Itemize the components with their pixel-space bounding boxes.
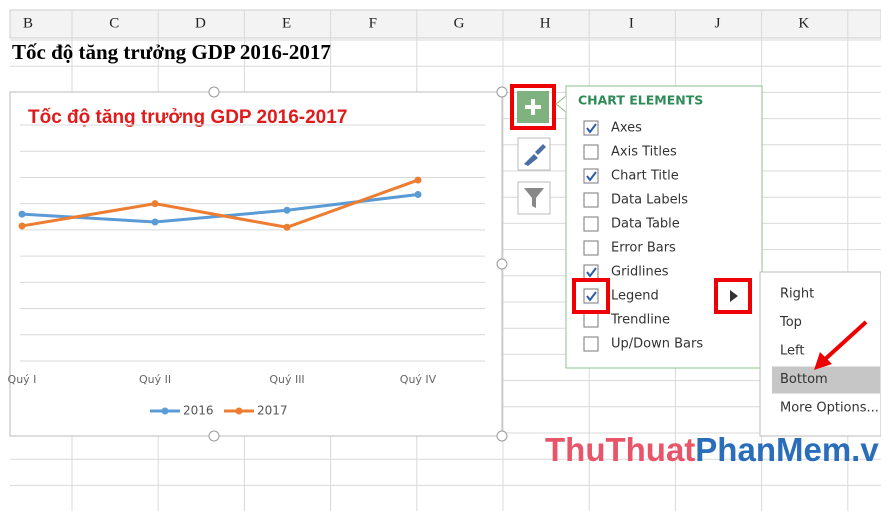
element-label[interactable]: Gridlines: [611, 265, 669, 280]
column-header[interactable]: K: [798, 15, 809, 31]
series-marker: [283, 206, 291, 214]
checkbox[interactable]: [583, 168, 599, 184]
series-marker: [18, 222, 26, 230]
plot-area: Quý I Quý II Quý III Quý IV 2016 2017: [8, 124, 485, 418]
highlight-box: [510, 84, 556, 130]
submenu-items: Right Top Left Bottom More Options...: [772, 287, 880, 416]
panel-pointer: [555, 95, 567, 113]
brush-icon: [524, 144, 546, 166]
highlight-box: [572, 278, 610, 314]
submenu-item[interactable]: Bottom: [780, 372, 828, 387]
series-marker: [414, 190, 422, 198]
column-header[interactable]: H: [540, 15, 551, 31]
highlight-box: [714, 278, 752, 314]
plus-icon: [525, 99, 541, 115]
column-header[interactable]: D: [195, 15, 206, 31]
chart-title: Tốc độ tăng trưởng GDP 2016-2017: [28, 107, 347, 128]
legend-swatch-marker: [161, 407, 169, 415]
submenu-item[interactable]: More Options...: [780, 401, 879, 416]
legend-label: 2017: [257, 404, 288, 418]
panel-title: CHART ELEMENTS: [578, 93, 703, 108]
checkmark: [586, 123, 597, 134]
column-header-bar: [9, 9, 881, 39]
legend-swatch-marker: [235, 407, 243, 415]
watermark-part: PhanMem: [695, 431, 851, 468]
checkbox[interactable]: [583, 120, 599, 136]
element-label[interactable]: Axes: [611, 121, 642, 136]
filter-icon: [524, 188, 544, 208]
element-label[interactable]: Axis Titles: [611, 145, 677, 160]
checkmark: [586, 291, 597, 302]
legend-label: 2016: [183, 404, 214, 418]
checkbox[interactable]: [583, 312, 599, 328]
series-marker: [414, 176, 422, 184]
resize-handles: [208, 86, 508, 442]
element-label[interactable]: Trendline: [610, 313, 670, 328]
checkmark: [586, 171, 597, 182]
series-line: [21, 178, 419, 229]
series-marker: [151, 218, 159, 226]
x-tick-label: Quý I: [8, 373, 37, 386]
column-header[interactable]: J: [715, 15, 721, 31]
submenu-item[interactable]: Right: [780, 287, 814, 302]
chart-elements-panel: [565, 85, 763, 369]
checkbox[interactable]: [583, 216, 599, 232]
element-label[interactable]: Error Bars: [611, 241, 676, 256]
column-header[interactable]: G: [454, 15, 465, 31]
checkmark: [586, 267, 597, 278]
column-header[interactable]: E: [282, 15, 291, 31]
series-marker: [18, 210, 26, 218]
checkbox[interactable]: [583, 144, 599, 160]
series-marker: [283, 223, 291, 231]
red-arrow: [820, 320, 868, 364]
submenu-item[interactable]: Left: [780, 344, 804, 359]
column-header[interactable]: I: [629, 15, 634, 31]
checkbox[interactable]: [583, 192, 599, 208]
series-marker: [151, 200, 159, 208]
x-tick-label: Quý IV: [400, 373, 437, 386]
watermark-part: .vn: [851, 431, 881, 468]
submenu-item[interactable]: Top: [779, 315, 802, 330]
checkbox[interactable]: [583, 288, 599, 304]
red-arrow-head: [814, 352, 832, 370]
element-label[interactable]: Data Labels: [611, 193, 688, 208]
checkbox[interactable]: [583, 264, 599, 280]
element-label[interactable]: Data Table: [611, 217, 680, 232]
column-header[interactable]: C: [109, 15, 119, 31]
checkbox[interactable]: [583, 240, 599, 256]
panel-items: Axes Axis Titles Chart Title Data Labels Dat…: [583, 120, 703, 352]
column-header[interactable]: F: [369, 15, 377, 31]
x-tick-label: Quý II: [139, 373, 171, 386]
element-label[interactable]: Up/Down Bars: [611, 337, 703, 352]
watermark: ThuThuatPhanMem.vn: [545, 431, 881, 468]
checkbox[interactable]: [583, 336, 599, 352]
element-label[interactable]: Legend: [611, 289, 659, 304]
element-label[interactable]: Chart Title: [611, 169, 679, 184]
submenu-arrow[interactable]: [730, 290, 738, 302]
column-header[interactable]: B: [23, 15, 33, 31]
x-tick-label: Quý III: [269, 373, 304, 386]
selected-highlight: [772, 366, 880, 394]
sheet-title: Tốc độ tăng trưởng GDP 2016-2017: [12, 40, 331, 64]
watermark-part: ThuThuat: [545, 431, 695, 468]
